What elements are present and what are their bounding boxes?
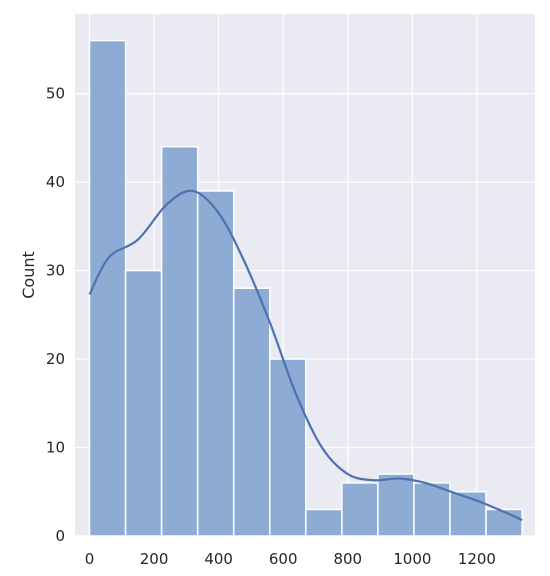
histogram-bar <box>88 39 127 537</box>
x-tick-label: 1200 <box>458 550 496 568</box>
y-tick-label: 10 <box>46 439 65 457</box>
y-tick-label: 50 <box>46 85 65 103</box>
x-tick-label: 400 <box>204 550 233 568</box>
kde-curve <box>88 189 523 522</box>
histogram-bar <box>377 473 415 537</box>
x-tick-label: 600 <box>269 550 298 568</box>
y-tick-label: 20 <box>46 350 65 368</box>
histogram-bar <box>232 287 271 537</box>
histogram-bar <box>269 358 307 537</box>
histogram-bar <box>160 145 199 537</box>
x-tick-label: 800 <box>333 550 362 568</box>
x-tick-label: 200 <box>140 550 169 568</box>
x-tick-label: 1000 <box>393 550 431 568</box>
histogram-bar <box>413 482 451 537</box>
histogram-bar <box>305 508 343 537</box>
histogram-bar <box>341 482 379 537</box>
histogram-bar <box>124 269 163 537</box>
histogram-bar <box>449 491 487 537</box>
histogram-bar <box>196 190 235 537</box>
x-axis-ticks: 0 200 400 600 800 1000 1200 <box>85 550 496 568</box>
x-tick-label: 0 <box>85 550 95 568</box>
histogram-bars <box>88 39 523 537</box>
y-tick-label: 40 <box>46 173 65 191</box>
y-tick-label: 0 <box>55 527 65 545</box>
y-axis-label: Count <box>19 251 38 299</box>
histogram-bar <box>485 508 523 537</box>
y-axis-ticks: 0 10 20 30 40 50 <box>46 85 65 545</box>
y-tick-label: 30 <box>46 262 65 280</box>
